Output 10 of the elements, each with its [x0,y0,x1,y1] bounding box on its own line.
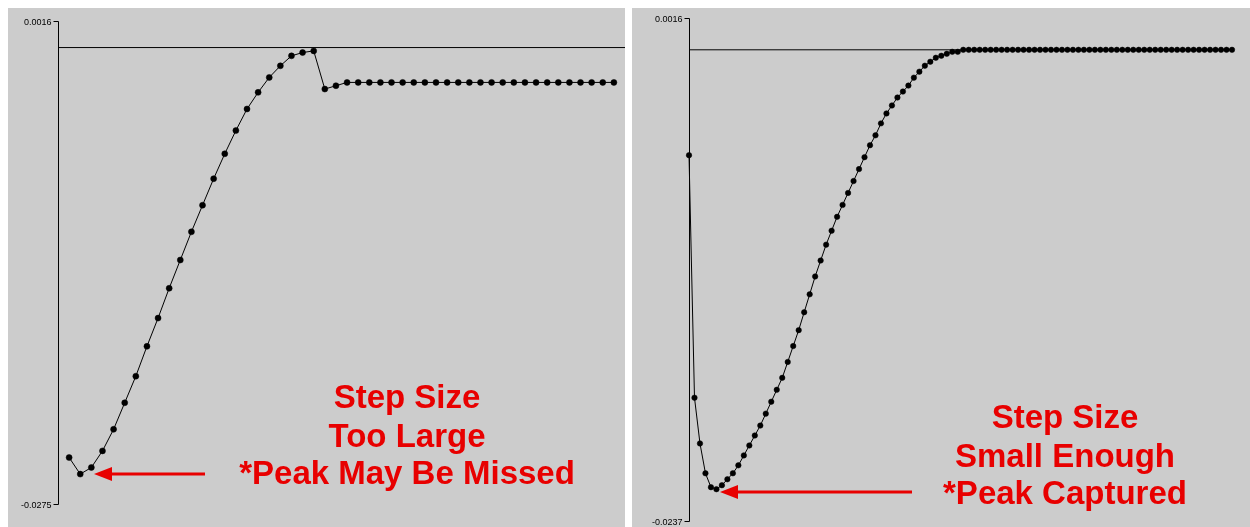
y-tick-label: 0.0016 [23,16,52,27]
annotation: Step Size [991,398,1139,435]
annotation: Small Enough [954,437,1176,474]
annotation: Step Size [333,378,481,415]
annotation: Too Large [328,417,486,454]
y-tick-label: -0.0237 [651,516,683,527]
y-tick-label: 0.0016 [654,13,683,24]
annotation: *Peak Captured [943,474,1187,511]
annotation: *Peak May Be Missed [239,454,575,491]
y-tick-label: -0.0275 [20,499,52,510]
